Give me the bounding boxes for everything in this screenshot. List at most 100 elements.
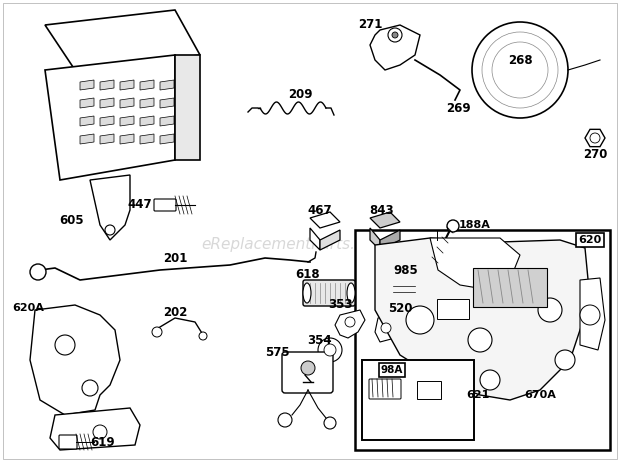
Text: 575: 575: [265, 346, 290, 359]
Text: 270: 270: [583, 148, 607, 162]
Text: 843: 843: [370, 203, 394, 217]
Text: 605: 605: [60, 213, 84, 226]
Text: 354: 354: [308, 334, 332, 346]
Polygon shape: [160, 134, 174, 144]
Circle shape: [324, 344, 336, 356]
FancyBboxPatch shape: [154, 199, 176, 211]
Text: 353: 353: [328, 298, 352, 311]
Circle shape: [278, 413, 292, 427]
Circle shape: [318, 338, 342, 362]
Text: 619: 619: [91, 436, 115, 449]
FancyBboxPatch shape: [59, 435, 77, 449]
Text: 620A: 620A: [12, 303, 44, 313]
Text: 98A: 98A: [381, 365, 403, 375]
Polygon shape: [380, 230, 400, 250]
Polygon shape: [140, 134, 154, 144]
Text: eReplacementParts.com: eReplacementParts.com: [202, 237, 388, 253]
Polygon shape: [140, 116, 154, 126]
Circle shape: [580, 305, 600, 325]
Circle shape: [555, 350, 575, 370]
Polygon shape: [140, 98, 154, 108]
Polygon shape: [100, 134, 114, 144]
Polygon shape: [100, 80, 114, 90]
Polygon shape: [100, 98, 114, 108]
Circle shape: [82, 380, 98, 396]
Text: 620: 620: [578, 235, 601, 245]
Circle shape: [388, 28, 402, 42]
Polygon shape: [375, 238, 590, 400]
Polygon shape: [80, 98, 94, 108]
Polygon shape: [80, 134, 94, 144]
Text: 268: 268: [508, 54, 533, 67]
Polygon shape: [580, 278, 605, 350]
Bar: [362, 360, 474, 440]
Circle shape: [480, 370, 500, 390]
Polygon shape: [310, 228, 320, 250]
Bar: [355, 230, 610, 450]
Polygon shape: [45, 10, 200, 70]
FancyBboxPatch shape: [369, 379, 401, 399]
Ellipse shape: [303, 283, 311, 303]
Circle shape: [345, 317, 355, 327]
Polygon shape: [320, 230, 340, 250]
Circle shape: [301, 361, 315, 375]
Text: 467: 467: [308, 203, 332, 217]
Polygon shape: [30, 305, 120, 415]
Polygon shape: [370, 25, 420, 70]
Polygon shape: [50, 408, 140, 450]
Text: 271: 271: [358, 18, 382, 31]
Polygon shape: [80, 80, 94, 90]
Circle shape: [30, 264, 46, 280]
Circle shape: [406, 306, 434, 334]
Circle shape: [472, 22, 568, 118]
Polygon shape: [100, 116, 114, 126]
Text: 202: 202: [163, 305, 187, 318]
Text: 209: 209: [288, 89, 312, 102]
Polygon shape: [140, 80, 154, 90]
Circle shape: [105, 225, 115, 235]
Polygon shape: [120, 98, 134, 108]
Polygon shape: [80, 116, 94, 126]
Circle shape: [447, 220, 459, 232]
Polygon shape: [430, 238, 520, 290]
FancyBboxPatch shape: [437, 299, 469, 319]
Polygon shape: [585, 129, 605, 146]
Polygon shape: [160, 116, 174, 126]
Text: 621: 621: [466, 390, 490, 400]
Circle shape: [93, 425, 107, 439]
Polygon shape: [335, 310, 365, 338]
Polygon shape: [120, 80, 134, 90]
Polygon shape: [120, 116, 134, 126]
Circle shape: [492, 42, 548, 98]
FancyBboxPatch shape: [303, 280, 355, 306]
Circle shape: [324, 417, 336, 429]
FancyBboxPatch shape: [389, 277, 419, 303]
Polygon shape: [120, 134, 134, 144]
Text: 618: 618: [296, 268, 321, 281]
Text: 201: 201: [163, 251, 187, 265]
Circle shape: [538, 298, 562, 322]
Polygon shape: [310, 212, 340, 228]
FancyBboxPatch shape: [417, 381, 441, 399]
FancyBboxPatch shape: [473, 268, 547, 307]
Circle shape: [199, 332, 207, 340]
Ellipse shape: [347, 283, 355, 303]
Circle shape: [152, 327, 162, 337]
Polygon shape: [90, 175, 130, 240]
Polygon shape: [175, 55, 200, 160]
Circle shape: [55, 335, 75, 355]
Text: 447: 447: [128, 199, 153, 212]
Polygon shape: [375, 315, 398, 342]
Polygon shape: [160, 98, 174, 108]
Polygon shape: [370, 228, 380, 250]
Polygon shape: [160, 80, 174, 90]
Text: 520: 520: [388, 302, 412, 315]
Circle shape: [468, 328, 492, 352]
FancyBboxPatch shape: [282, 352, 333, 393]
Text: 985: 985: [394, 263, 418, 276]
Circle shape: [392, 32, 398, 38]
Circle shape: [590, 133, 600, 143]
Text: 188A: 188A: [459, 220, 491, 230]
Text: 670A: 670A: [524, 390, 556, 400]
Circle shape: [482, 32, 558, 108]
